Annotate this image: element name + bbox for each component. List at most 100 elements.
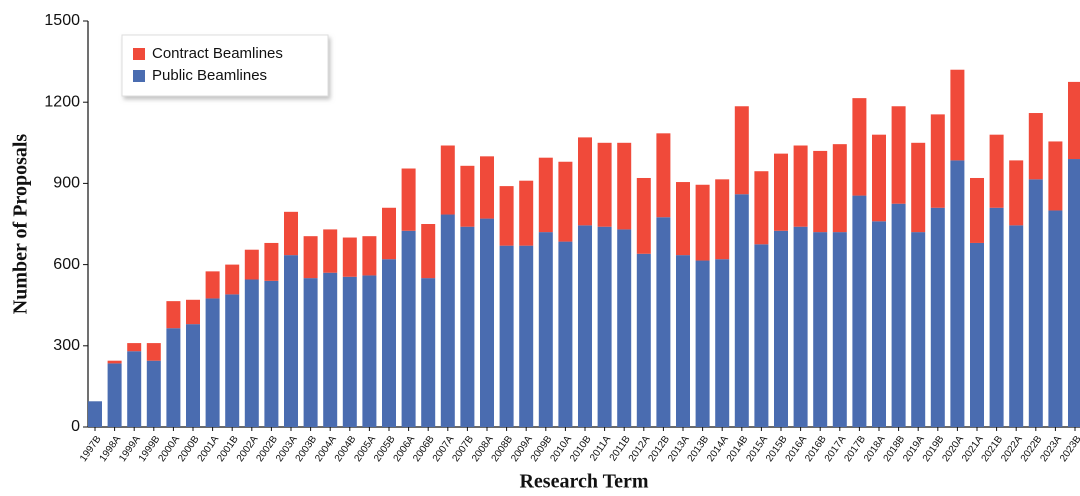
bar-segment [852, 195, 867, 427]
y-tick-label: 600 [53, 256, 80, 273]
bar-segment [832, 144, 847, 233]
bar-segment [715, 179, 730, 260]
bar-segment [872, 221, 886, 427]
legend-label: Public Beamlines [152, 67, 267, 84]
bar-segment [734, 194, 749, 427]
bar-segment [793, 226, 808, 427]
bar-segment [107, 360, 122, 364]
bar-segment [950, 160, 965, 428]
bar-segment [205, 271, 220, 299]
bar-segment [186, 324, 200, 427]
y-tick-label: 900 [53, 175, 80, 192]
bar-segment [186, 299, 200, 325]
bar-segment [538, 157, 553, 233]
bar-segment [107, 363, 122, 427]
bar-segment [205, 298, 220, 427]
bar-segment [127, 351, 142, 427]
bar-segment [499, 186, 514, 246]
bar-segment [970, 242, 984, 427]
bar-segment [166, 301, 181, 329]
bar-segment [460, 226, 475, 427]
bar-segment [930, 114, 945, 208]
bar-segment [1068, 159, 1080, 428]
bar-segment [1048, 210, 1063, 427]
bar-segment [519, 180, 534, 246]
bar-segment [597, 226, 612, 427]
bar-segment [244, 279, 259, 427]
bar-segment [676, 182, 690, 256]
bar-segment [460, 165, 475, 227]
bar-segment [166, 328, 181, 427]
bar-segment [362, 236, 377, 276]
bar-segment [734, 106, 749, 195]
bar-segment [813, 150, 828, 233]
bar-segment [989, 207, 1004, 427]
bar-segment [519, 245, 534, 427]
bar-segment [146, 360, 161, 427]
bar-segment [146, 343, 161, 361]
bar-segment [88, 401, 102, 427]
bar-segment [636, 253, 651, 427]
bar-segment [244, 249, 259, 280]
bar-segment [930, 207, 945, 427]
bar-segment [264, 280, 279, 427]
bar-segment [578, 225, 592, 427]
bar-segment [421, 278, 436, 427]
bar-segment [323, 229, 338, 273]
bar-segment [264, 242, 279, 281]
bar-segment [754, 244, 769, 427]
bar-segment [401, 230, 416, 427]
bar-segment [558, 241, 573, 427]
y-tick-label: 1500 [44, 12, 80, 29]
bar-segment [382, 259, 396, 427]
bar-segment [284, 211, 298, 256]
y-tick-label: 300 [53, 337, 80, 354]
bar-segment [1068, 81, 1080, 160]
y-tick-label: 1200 [44, 93, 80, 110]
bar-segment [1009, 160, 1024, 226]
bar-segment [480, 156, 494, 219]
legend-swatch [133, 70, 145, 82]
bar-segment [1028, 179, 1043, 427]
bar-segment [656, 217, 671, 427]
bar-segment [676, 255, 690, 427]
bar-segment [1048, 141, 1063, 211]
bar-segment [891, 203, 906, 427]
bar-segment [127, 343, 142, 352]
bar-segment [911, 232, 926, 427]
bar-segment [695, 260, 710, 427]
bar-segment [225, 264, 240, 295]
bar-segment [382, 207, 396, 260]
bar-segment [597, 142, 612, 227]
bar-segment [774, 230, 788, 427]
bar-segment [323, 272, 338, 427]
bar-segment [401, 168, 416, 231]
bar-segment [774, 153, 788, 231]
bar-segment [342, 276, 357, 427]
bar-segment [225, 294, 240, 427]
bar-segment [891, 106, 906, 204]
bar-segment [558, 161, 573, 242]
bar-segment [440, 145, 455, 215]
bar-segment [362, 275, 377, 427]
bar-segment [1028, 113, 1043, 180]
bar-segment [715, 259, 730, 427]
bar-segment [636, 177, 651, 254]
bar-segment [970, 177, 984, 243]
bar-segment [1009, 225, 1024, 427]
legend-label: Contract Beamlines [152, 45, 283, 62]
bar-segment [950, 69, 965, 161]
bar-segment [617, 229, 632, 427]
bar-segment [617, 142, 632, 230]
bar-segment [578, 137, 592, 226]
x-tick-label: 2023B [1058, 434, 1080, 464]
bar-segment [421, 224, 436, 279]
bar-segment [480, 218, 494, 427]
bar-segment [852, 98, 867, 196]
legend-box [121, 34, 329, 97]
y-tick-label: 0 [71, 418, 80, 435]
y-axis-title: Number of Proposals [10, 134, 32, 315]
bar-segment [754, 171, 769, 245]
bar-segment [440, 214, 455, 427]
